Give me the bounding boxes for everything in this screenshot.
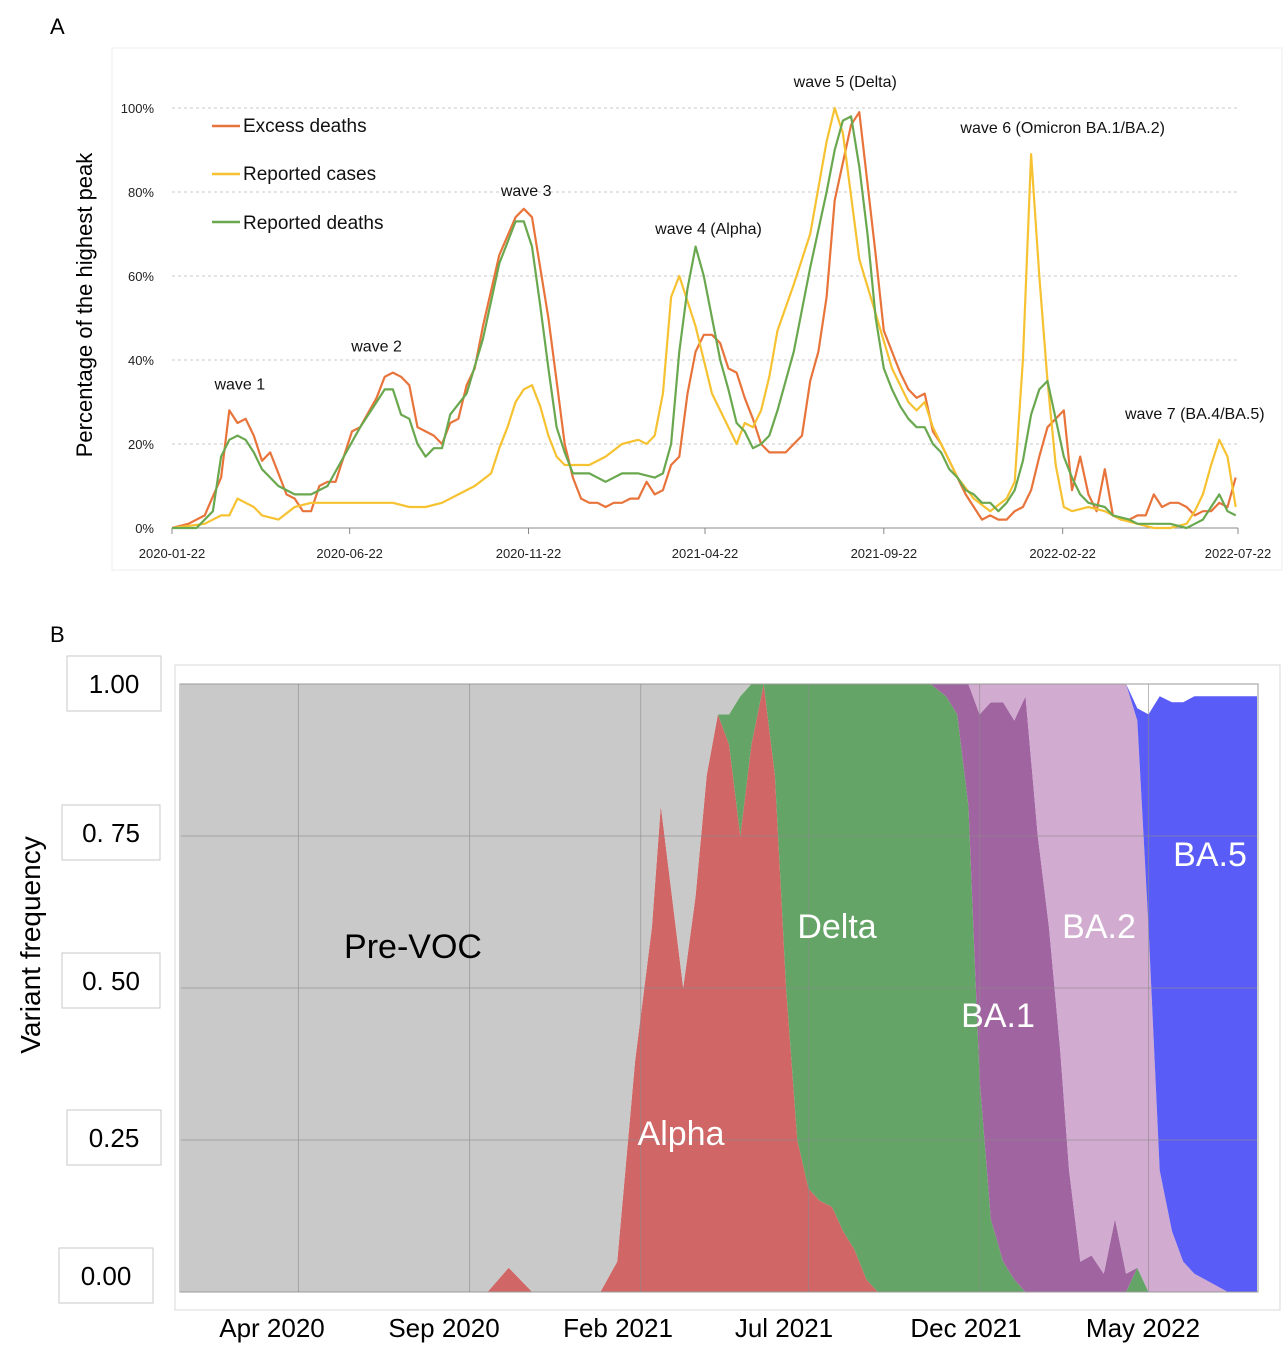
legend-label-excess-deaths: Excess deaths [243, 116, 367, 137]
panel-b-y-axis-label: Variant frequency [15, 836, 46, 1053]
a-y-tick-100: 100% [121, 101, 155, 116]
y-tick-box-050 [61, 952, 161, 1009]
a-x-tick-2021-04-22: 2021-04-22 [672, 546, 739, 561]
x-tick-jul-2021: Jul 2021 [735, 1313, 833, 1343]
y-tick-box-1 [66, 655, 162, 712]
y-tick-box-075 [61, 804, 161, 861]
panel-a-legend: Excess deaths Reported cases Reported de… [212, 116, 384, 234]
series-line-excess-deaths [171, 111, 1237, 530]
panel-b-region-labels: Pre-VOC Alpha Delta BA.1 BA.2 BA.5 [344, 836, 1247, 1153]
area-ba-5 [181, 684, 1257, 1292]
y-tick-box-000 [58, 1247, 154, 1304]
a-x-tick-2022-02-22: 2022-02-22 [1029, 546, 1096, 561]
panel-a-y-ticks: 0% 20% 40% 60% 80% 100% [121, 101, 155, 536]
panel-a-y-axis-label: Percentage of the highest peak [72, 152, 97, 458]
panel-b-y-tick-boxes: 1.00 0. 75 0. 50 0.25 0.00 [58, 655, 162, 1304]
a-x-tick-2021-09-22: 2021-09-22 [851, 546, 918, 561]
y-tick-box-025 [66, 1109, 162, 1166]
series-line-reported-cases [171, 106, 1237, 530]
y-tick-label-025: 0.25 [89, 1123, 140, 1153]
region-label-pre-voc: Pre-VOC [344, 928, 482, 966]
legend-label-reported-deaths: Reported deaths [243, 213, 384, 234]
a-y-tick-0: 0% [135, 521, 154, 536]
annotation-wave-3: wave 3 [500, 183, 552, 200]
a-x-tick-2022-07-22: 2022-07-22 [1205, 546, 1272, 561]
panel-a-letter: A [50, 14, 65, 39]
panel-a-series-lines [171, 106, 1237, 530]
a-x-tick-2020-11-22: 2020-11-22 [496, 546, 562, 561]
annotation-wave-2: wave 2 [350, 339, 402, 356]
region-label-ba5: BA.5 [1173, 836, 1247, 874]
region-label-delta: Delta [797, 908, 876, 946]
x-tick-apr-2020: Apr 2020 [219, 1313, 325, 1343]
a-y-tick-20: 20% [128, 437, 154, 452]
series-line-reported-deaths [172, 115, 1237, 530]
panel-b-plot-border [179, 683, 1259, 1293]
panel-a-wave-annotations: wave 1 wave 2 wave 3 wave 4 (Alpha) wave 5 (… [213, 74, 1264, 423]
panel-b-x-tick-labels: Apr 2020 Sep 2020 Feb 2021 Jul 2021 Dec … [219, 1313, 1200, 1343]
annotation-wave-4-alpha: wave 4 (Alpha) [654, 221, 762, 238]
annotation-wave-1: wave 1 [213, 376, 265, 393]
legend-label-reported-cases: Reported cases [243, 164, 376, 185]
x-tick-sep-2020: Sep 2020 [388, 1313, 499, 1343]
area-ba-2 [181, 684, 1257, 1292]
region-label-ba1: BA.1 [961, 997, 1035, 1035]
x-tick-dec-2021: Dec 2021 [910, 1313, 1021, 1343]
a-x-tick-2020-01-22: 2020-01-22 [139, 546, 206, 561]
a-y-tick-40: 40% [128, 353, 154, 368]
annotation-wave-5-delta: wave 5 (Delta) [793, 74, 897, 91]
a-y-tick-60: 60% [128, 269, 154, 284]
a-y-tick-80: 80% [128, 185, 154, 200]
panel-a-x-ticks: 2020-01-22 2020-06-22 2020-11-22 2021-04-22… [139, 528, 1272, 561]
x-tick-may-2022: May 2022 [1086, 1313, 1200, 1343]
region-label-ba2: BA.2 [1062, 908, 1136, 946]
a-x-tick-2020-06-22: 2020-06-22 [316, 546, 383, 561]
y-tick-label-075: 0. 75 [82, 818, 140, 848]
x-tick-feb-2021: Feb 2021 [563, 1313, 673, 1343]
annotation-wave-6-omicron-ba-1-ba-2: wave 6 (Omicron BA.1/BA.2) [959, 120, 1165, 137]
panel-a-plot-frame [111, 47, 1283, 571]
region-label-alpha: Alpha [638, 1115, 725, 1153]
annotation-wave-7-ba-4-ba-5: wave 7 (BA.4/BA.5) [1124, 406, 1265, 423]
panel-b-letter: B [50, 622, 65, 647]
panel-b-gridlines [181, 684, 1257, 1292]
y-tick-label-050: 0. 50 [82, 966, 140, 996]
y-tick-label-1: 1.00 [89, 669, 140, 699]
y-tick-label-000: 0.00 [81, 1261, 132, 1291]
